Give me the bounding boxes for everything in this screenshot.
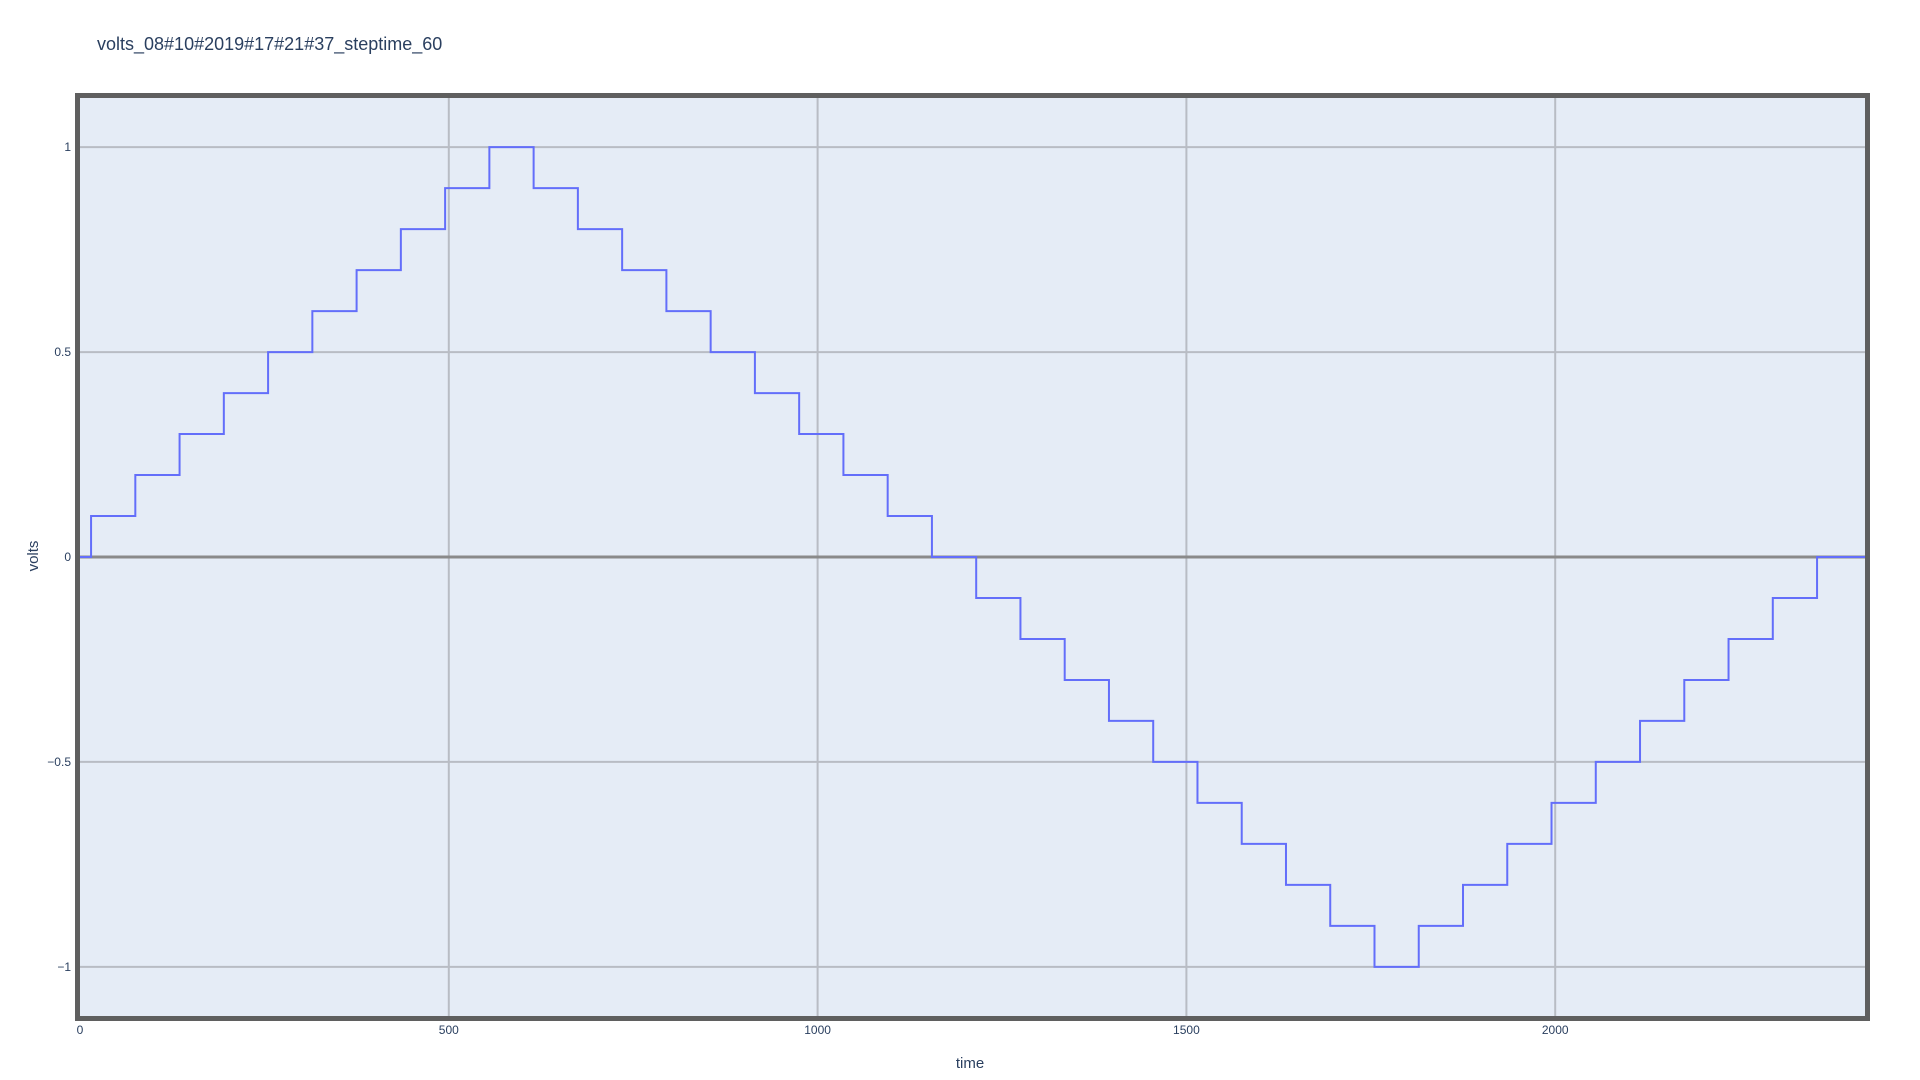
- y-tick-label: −0.5: [47, 755, 71, 769]
- chart-title: volts_08#10#2019#17#21#37_steptime_60: [97, 34, 442, 55]
- series-line: [80, 146, 1865, 968]
- x-tick-label: 2000: [1542, 1023, 1569, 1037]
- x-axis-title: time: [956, 1055, 984, 1072]
- y-tick-label: 0: [64, 550, 71, 564]
- plot-frame: [75, 93, 1870, 1021]
- x-tick-label: 1500: [1173, 1023, 1200, 1037]
- x-tick-label: 500: [439, 1023, 459, 1037]
- y-axis-title: volts: [25, 541, 42, 572]
- y-tick-label: 0.5: [54, 345, 71, 359]
- x-tick-label: 1000: [804, 1023, 831, 1037]
- x-tick-label: 0: [77, 1023, 84, 1037]
- series-layer: [80, 146, 1865, 968]
- tick-labels: 0 500 1000 1500 2000 −1 −0.5 0 0.5 1: [47, 140, 1569, 1037]
- y-tick-label: 1: [64, 140, 71, 154]
- y-tick-label: −1: [57, 960, 71, 974]
- grid-lines: [80, 98, 1865, 1016]
